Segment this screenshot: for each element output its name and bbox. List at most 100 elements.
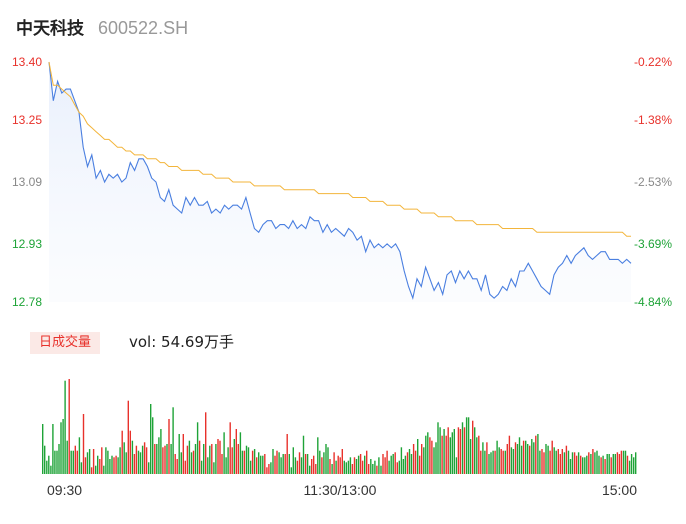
volume-bar xyxy=(164,445,166,474)
volume-bar xyxy=(260,455,262,474)
volume-bar xyxy=(68,379,70,474)
volume-bar xyxy=(588,452,590,474)
percent-axis-tick: -4.84% xyxy=(634,295,672,309)
volume-bar xyxy=(565,445,568,474)
volume-bar xyxy=(233,439,235,474)
volume-bar xyxy=(109,459,111,474)
volume-bar xyxy=(117,457,119,474)
volume-bar xyxy=(600,457,602,474)
volume-total-label: vol: 54.69万手 xyxy=(129,333,234,351)
volume-bar xyxy=(555,450,557,474)
volume-bar xyxy=(630,454,633,474)
volume-bar xyxy=(496,440,498,474)
volume-bar xyxy=(592,449,594,474)
volume-bar xyxy=(463,427,466,474)
volume-bar xyxy=(372,464,374,474)
volume-bar xyxy=(300,457,303,474)
volume-bar xyxy=(514,442,517,474)
price-axis-tick: 13.25 xyxy=(12,113,42,127)
stock-name: 中天科技 xyxy=(16,19,84,39)
volume-bar xyxy=(343,460,345,474)
volume-bar xyxy=(488,454,490,474)
volume-bar xyxy=(76,450,78,474)
volume-bar xyxy=(105,447,107,474)
volume-bar xyxy=(125,452,127,474)
volume-bar xyxy=(580,455,582,474)
volume-bar xyxy=(618,454,621,474)
volume-bar xyxy=(392,454,394,474)
volume-bar xyxy=(133,454,136,474)
volume-bar xyxy=(198,440,201,474)
volume-bar xyxy=(429,437,431,474)
volume-bar xyxy=(512,449,515,474)
volume-bar xyxy=(101,447,103,474)
volume-bar xyxy=(213,462,215,474)
volume-bar xyxy=(510,447,513,474)
volume-bar xyxy=(66,440,68,474)
volume-bar xyxy=(82,414,85,474)
volume-bar xyxy=(533,442,535,474)
volume-bar xyxy=(235,429,237,474)
volume-bar xyxy=(421,444,423,474)
volume-bar xyxy=(323,452,325,474)
volume-bar xyxy=(453,429,455,474)
volume-bar xyxy=(119,447,121,474)
volume-bar xyxy=(374,460,376,474)
volume-bar xyxy=(331,464,333,474)
volume-bar xyxy=(571,452,574,474)
volume-bar xyxy=(531,439,533,474)
volume-bar xyxy=(245,445,248,474)
time-axis-tick: 15:00 xyxy=(602,482,637,498)
volume-bar xyxy=(425,435,427,474)
percent-axis-tick: -2.53% xyxy=(634,175,672,189)
volume-bar xyxy=(449,437,451,474)
volume-bar xyxy=(46,460,48,474)
volume-bar xyxy=(594,452,596,474)
volume-bar xyxy=(223,432,225,474)
volume-bar xyxy=(141,445,144,474)
volume-bar xyxy=(256,457,258,474)
volume-bar xyxy=(200,460,203,474)
volume-bar xyxy=(309,465,311,474)
volume-bar xyxy=(417,439,419,474)
volume-bar xyxy=(608,454,610,474)
volume-bar xyxy=(270,462,272,474)
volume-bar xyxy=(347,460,350,474)
volume-bar xyxy=(406,452,409,474)
volume-bar xyxy=(461,422,464,474)
volume-bar xyxy=(207,457,209,474)
volume-bar xyxy=(251,450,254,474)
volume-bar xyxy=(282,454,284,474)
volume-bar xyxy=(502,450,504,474)
volume-bar xyxy=(313,455,315,474)
volume-bar xyxy=(62,419,64,474)
volume-bar xyxy=(596,450,598,474)
volume-bar xyxy=(113,457,115,474)
volume-bar xyxy=(266,467,268,474)
volume-bar xyxy=(321,457,323,474)
volume-bar xyxy=(604,459,606,474)
volume-bar xyxy=(518,437,521,474)
volume-bar xyxy=(127,400,129,474)
volume-bar xyxy=(482,442,484,474)
volume-bar xyxy=(135,445,138,474)
volume-bar xyxy=(139,452,142,474)
volume-bar xyxy=(178,434,180,474)
volume-bar xyxy=(176,459,178,474)
volume-bar xyxy=(325,444,327,474)
volume-bar xyxy=(111,455,113,474)
volume-bar xyxy=(388,460,390,474)
volume-bar xyxy=(50,465,52,474)
volume-bar xyxy=(186,445,189,474)
volume-bar xyxy=(180,452,182,474)
volume-bar xyxy=(590,454,592,474)
volume-bar xyxy=(529,445,531,474)
volume-bar xyxy=(516,444,519,474)
volume-bar xyxy=(258,452,260,474)
volume-bar xyxy=(437,422,439,474)
volume-bar xyxy=(209,445,211,474)
volume-bar xyxy=(264,454,266,474)
volume-bar xyxy=(498,447,500,474)
volume-bar xyxy=(268,464,270,474)
volume-bar xyxy=(606,454,608,474)
